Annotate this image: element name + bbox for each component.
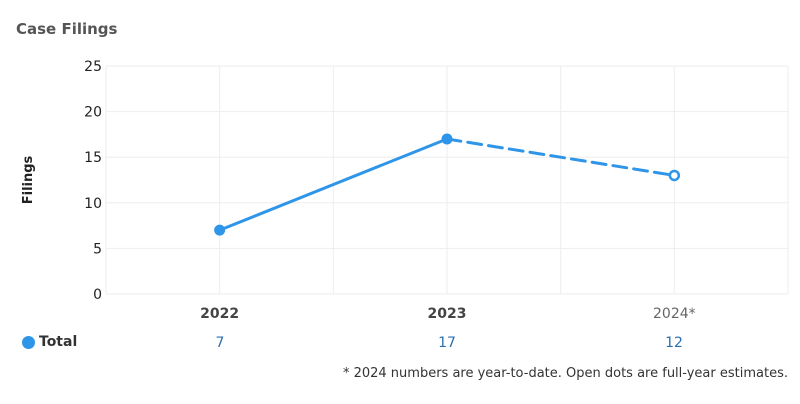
legend-item-total: Total [22, 334, 77, 350]
y-tick-label: 20 [84, 105, 102, 121]
data-point [668, 169, 681, 182]
data-point [441, 133, 453, 145]
series-points [214, 133, 681, 236]
total-value-2024: 12 [665, 335, 683, 351]
series-label: Total [39, 334, 78, 350]
data-point [214, 224, 226, 236]
series-segment [218, 137, 449, 232]
x-axis-ticks: 2022 2023 2024* [200, 306, 695, 322]
y-tick-label: 15 [84, 150, 102, 166]
total-value-2023: 17 [438, 335, 456, 351]
chart-title: Case Filings [16, 20, 118, 38]
total-value-2022: 7 [215, 335, 225, 351]
y-tick-label: 10 [84, 196, 102, 212]
y-axis-label: Filings [21, 155, 36, 204]
y-tick-label: 0 [93, 287, 102, 303]
series-color-dot [22, 335, 35, 349]
y-tick-label: 5 [93, 241, 102, 257]
x-tick-label: 2024* [653, 306, 696, 322]
series-segment [445, 137, 676, 177]
series-lines [218, 137, 676, 232]
y-tick-label: 25 [84, 59, 102, 75]
y-axis-ticks: 0 5 10 15 20 25 [84, 59, 102, 303]
x-tick-label: 2022 [200, 306, 239, 322]
x-tick-label: 2023 [428, 306, 467, 322]
grid [105, 65, 789, 295]
footnote: * 2024 numbers are year-to-date. Open do… [342, 366, 788, 381]
